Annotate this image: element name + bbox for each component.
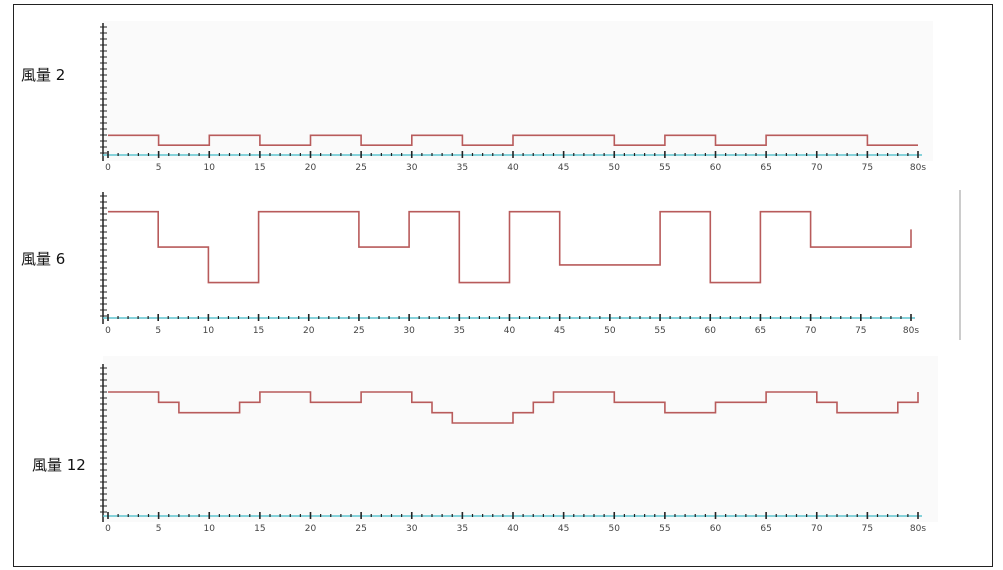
x-tick-label: 15: [254, 163, 265, 173]
series-line: [108, 210, 912, 284]
x-tick-label: 45: [558, 163, 569, 173]
x-tick-label: 30: [403, 326, 415, 336]
x-tick-label: 20: [303, 326, 315, 336]
x-tick-label: 55: [654, 326, 665, 336]
x-tick-label: 75: [862, 163, 873, 173]
chart-svg-2: 0 5 10 15 20 25 30 35 40 45 50 55 60 65 70 75 80s: [100, 190, 961, 340]
x-tick-label: 10: [203, 326, 215, 336]
x-tick-label: 50: [609, 163, 621, 173]
series-line: [108, 391, 919, 424]
x-tick-label: 0: [105, 163, 111, 173]
x-tick-label: 65: [760, 524, 771, 534]
x-tick-label: 60: [710, 524, 722, 534]
series-line: [108, 134, 918, 146]
x-tick-label: 40: [507, 524, 519, 534]
row-label-3: 風量 12: [32, 456, 86, 474]
x-tick-label: 5: [156, 163, 162, 173]
x-tick-label: 0: [105, 326, 111, 336]
x-tick-label: 55: [659, 163, 670, 173]
x-tick-label: 35: [457, 163, 468, 173]
x-tick-label: 0: [105, 524, 111, 534]
x-tick-label: 35: [454, 326, 465, 336]
chart-panel-1: 0 5 10 15 20 25 30 35 40 45 50 55 60 65 70 75 80s: [88, 21, 938, 176]
x-tick-label: 15: [253, 326, 264, 336]
x-tick-label: 40: [504, 326, 516, 336]
x-tick-label: 10: [204, 163, 216, 173]
chart-panel-3: 0 5 10 15 20 25 30 35 40 45 50 55 60 65 70 75 80s: [88, 356, 943, 541]
chart-panel-2: 0 5 10 15 20 25 30 35 40 45 50 55 60 65 70 75 80s: [88, 190, 963, 345]
x-tick-label: 35: [457, 524, 468, 534]
x-tick-label: 5: [155, 326, 161, 336]
row-label-2: 風量 6: [21, 250, 66, 268]
x-tick-label: 30: [406, 524, 418, 534]
plot-background: [103, 356, 938, 522]
x-tick-label: 80s: [910, 524, 926, 534]
x-tick-label: 65: [755, 326, 766, 336]
x-tick-label: 50: [604, 326, 616, 336]
x-tick-label: 70: [811, 524, 823, 534]
plot-background: [103, 21, 933, 161]
x-tick-label: 45: [558, 524, 569, 534]
x-tick-label: 80s: [903, 326, 919, 336]
x-tick-label: 70: [811, 163, 823, 173]
chart-svg-1: 0 5 10 15 20 25 30 35 40 45 50 55 60 65 70 75 80s: [100, 21, 933, 173]
x-tick-label: 80s: [910, 163, 926, 173]
x-tick-label: 45: [554, 326, 565, 336]
x-tick-label: 70: [805, 326, 817, 336]
x-tick-label: 15: [254, 524, 265, 534]
x-tick-label: 60: [705, 326, 717, 336]
row-label-1: 風量 2: [21, 66, 66, 84]
x-tick-label: 20: [305, 163, 317, 173]
x-tick-label: 40: [507, 163, 519, 173]
x-tick-label: 25: [355, 524, 366, 534]
x-tick-label: 20: [305, 524, 317, 534]
x-tick-label: 75: [855, 326, 866, 336]
x-tick-label: 60: [710, 163, 722, 173]
chart-svg-3: 0 5 10 15 20 25 30 35 40 45 50 55 60 65 70 75 80s: [100, 356, 938, 534]
x-tick-label: 30: [406, 163, 418, 173]
x-tick-label: 25: [355, 163, 366, 173]
x-tick-label: 5: [156, 524, 162, 534]
x-tick-label: 65: [760, 163, 771, 173]
x-tick-label: 50: [609, 524, 621, 534]
x-tick-label: 75: [862, 524, 873, 534]
x-tick-label: 25: [353, 326, 364, 336]
x-tick-label: 55: [659, 524, 670, 534]
x-tick-label: 10: [204, 524, 216, 534]
